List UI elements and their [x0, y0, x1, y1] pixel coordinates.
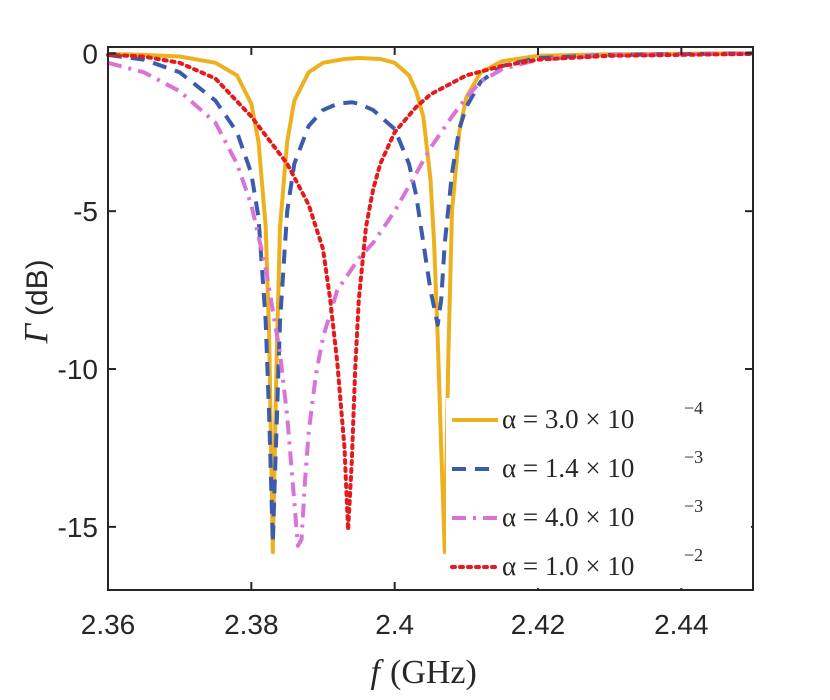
- legend-label-1: α = 3.0 × 10: [502, 404, 634, 434]
- x-tick-label: 2.4: [375, 609, 414, 640]
- y-tick-label: -10: [58, 354, 98, 385]
- y-tick-label: -5: [73, 196, 98, 227]
- y-tick-label: 0: [82, 38, 98, 69]
- tick-layer: 2.36 2.38 2.4 2.42 2.44 0 -5 -10 -15: [58, 38, 753, 640]
- series-layer: [106, 51, 755, 555]
- legend-exponent-4: −2: [684, 545, 703, 565]
- legend-exponent-1: −4: [684, 398, 703, 418]
- x-axis-label-unit: (GHz): [390, 654, 477, 691]
- x-axis-label: f (GHz): [371, 654, 477, 691]
- legend-exponent-2: −3: [684, 447, 703, 467]
- series-line-2: [107, 51, 754, 545]
- x-tick-label: 2.42: [511, 609, 566, 640]
- y-axis-label-symbol: Γ: [18, 322, 55, 344]
- legend-label-3: α = 4.0 × 10: [502, 502, 634, 532]
- legend-box: [446, 398, 751, 588]
- legend: α = 3.0 × 10 −4 α = 1.4 × 10 −3 α = 4.0 × 10…: [446, 398, 751, 588]
- x-tick-label: 2.44: [654, 609, 709, 640]
- y-tick-label: -15: [58, 512, 98, 543]
- x-tick-label: 2.38: [224, 609, 279, 640]
- y-axis-label-unit: (dB): [21, 259, 54, 316]
- legend-label-4: α = 1.0 × 10: [502, 551, 634, 581]
- legend-label-2: α = 1.4 × 10: [502, 453, 634, 483]
- legend-exponent-3: −3: [684, 496, 703, 516]
- axes-frame: [107, 46, 754, 591]
- x-axis-label-symbol: f: [371, 654, 385, 691]
- series-line-1: [107, 51, 754, 555]
- y-axis-label: Γ (dB): [18, 259, 55, 344]
- series-line-3: [107, 51, 754, 548]
- series-line-4: [106, 51, 755, 532]
- x-tick-label: 2.36: [81, 609, 136, 640]
